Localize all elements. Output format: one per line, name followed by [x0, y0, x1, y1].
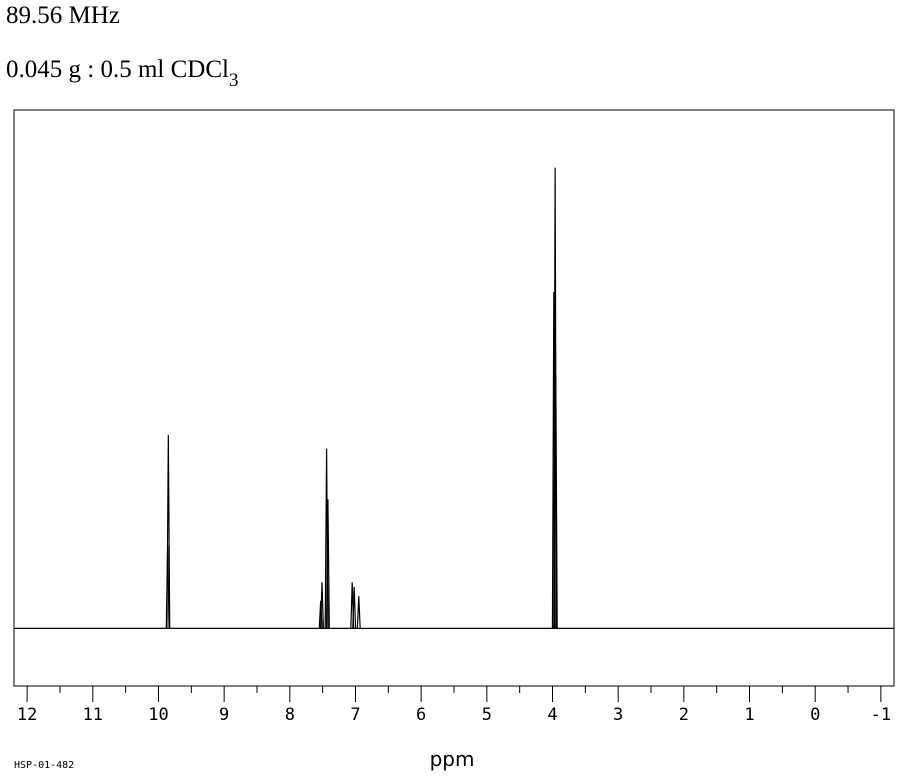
x-tick-label: -1: [871, 705, 891, 725]
x-tick-label: 6: [416, 705, 426, 725]
x-tick-label: 1: [744, 705, 754, 725]
x-axis: 12 11 10 9 8 7 6 5 4 3 2 1 0 -1: [17, 686, 891, 725]
spectrum-code: HSP-01-482: [14, 760, 74, 771]
x-tick-label: 3: [613, 705, 623, 725]
spectrum-peak: [320, 582, 324, 629]
x-tick-label: 2: [679, 705, 689, 725]
sample-subscript: 3: [228, 70, 239, 91]
x-tick-label: 12: [17, 705, 37, 725]
sample-description: 0.045 g : 0.5 ml CDCl3: [6, 56, 238, 92]
spectrum-peak: [352, 586, 357, 629]
spectrum-peak: [166, 434, 171, 629]
x-tick-label: 11: [83, 705, 103, 725]
spectrum-peak: [325, 499, 330, 629]
spectrum-peak: [356, 596, 361, 629]
x-tick-label: 9: [219, 705, 229, 725]
x-tick-label: 8: [285, 705, 295, 725]
x-axis-label: ppm: [430, 747, 475, 771]
spectrum-peaks: [165, 167, 558, 629]
x-tick-label: 7: [350, 705, 360, 725]
x-tick-label: 10: [148, 705, 168, 725]
x-tick-label: 0: [810, 705, 820, 725]
spectrum-peak: [553, 374, 558, 629]
x-tick-label: 4: [547, 705, 557, 725]
spectrometer-frequency: 89.56 MHz: [6, 2, 120, 29]
x-tick-label: 5: [482, 705, 492, 725]
plot-frame: [13, 109, 895, 687]
spectrum-peak: [318, 600, 323, 629]
sample-text: 0.045 g : 0.5 ml CDCl: [6, 56, 229, 83]
